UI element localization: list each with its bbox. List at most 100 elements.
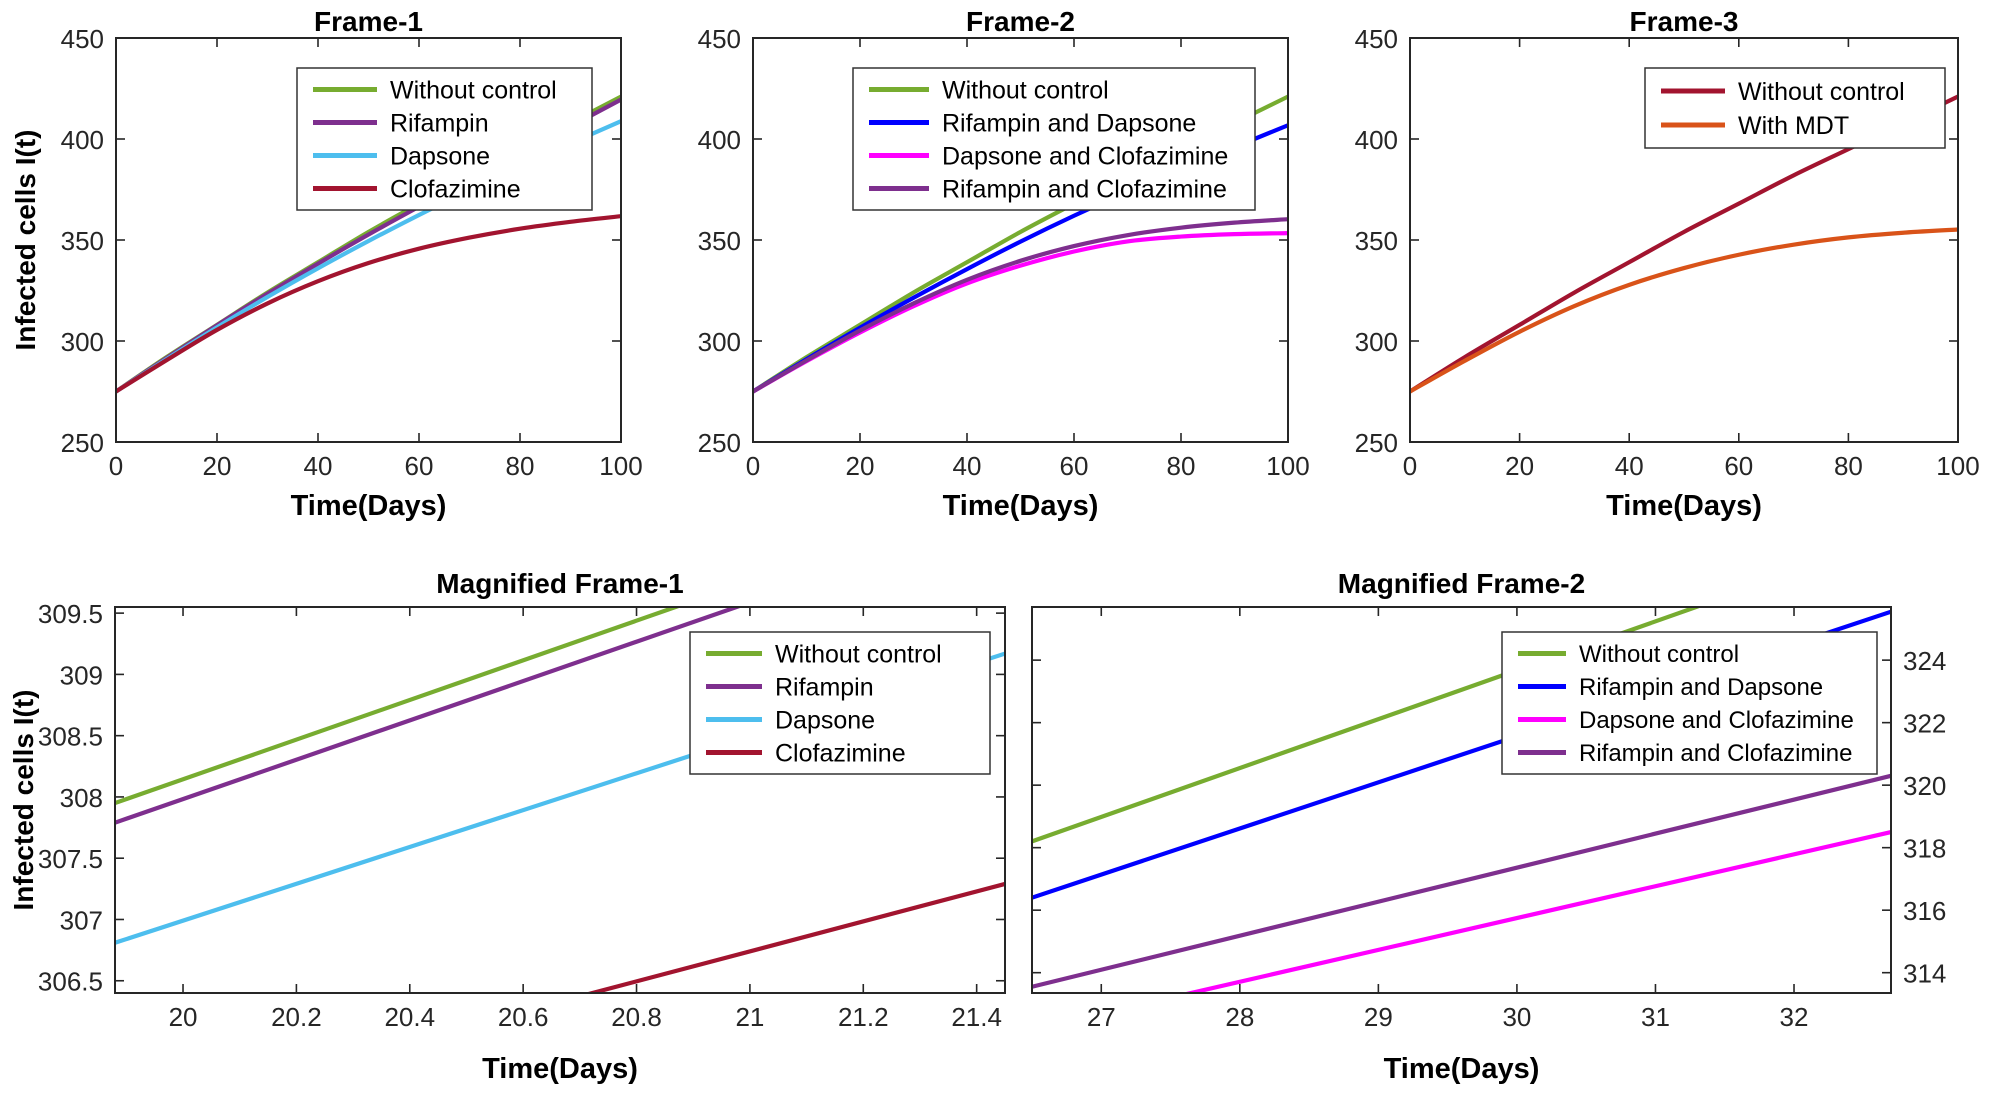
legend: Without control Rifampin Dapsone Clofazimin… — [689, 631, 991, 775]
axis-ticks — [1032, 607, 1891, 993]
x-tick-label: 20 — [846, 451, 875, 481]
x-tick-label: 80 — [1834, 451, 1863, 481]
y-tick-label: 350 — [61, 226, 104, 256]
x-tick-label: 31 — [1641, 1002, 1670, 1032]
y-tick-label: 307.5 — [38, 844, 103, 874]
series-line-clofazimine — [584, 881, 1005, 993]
y-tick-label: 400 — [61, 125, 104, 155]
y-tick-label: 322 — [1903, 709, 1946, 739]
frame-1-xaxis-label: Time(Days) — [290, 490, 447, 522]
legend: Without control Rifampin Dapsone Clofazimin… — [296, 67, 593, 211]
y-tick-label: 300 — [1355, 327, 1398, 357]
axes-box — [1031, 606, 1892, 994]
x-tick-label: 21 — [735, 1002, 764, 1032]
y-tick-label: 309.5 — [38, 599, 103, 629]
legend-label-rifampin: Rifampin — [390, 110, 489, 138]
legend-label-dapsone: Dapsone — [390, 143, 490, 171]
x-tick-label: 20 — [1505, 451, 1534, 481]
series-line-dapsone-and-clofazimine — [753, 231, 1288, 394]
series-lines — [1032, 607, 1891, 993]
frame-1-plot: 0 20 40 60 80 100 250 300 350 400 450 Without contr… — [61, 24, 643, 481]
tick-labels: 20 20.2 20.4 20.6 20.8 21 21.2 21.4 306.5 307 307.… — [38, 599, 1002, 1032]
frame-2-xaxis-label: Time(Days) — [942, 490, 1099, 522]
x-tick-label: 32 — [1780, 1002, 1809, 1032]
x-tick-label: 20 — [203, 451, 232, 481]
frame-1-title: Frame-1 — [314, 6, 423, 37]
x-tick-label: 20 — [169, 1002, 198, 1032]
frame-3-xaxis-label: Time(Days) — [1606, 490, 1762, 522]
y-tick-label: 309 — [60, 660, 103, 690]
tick-labels: 27 28 29 30 31 32 314 316 318 320 322 324 — [1087, 646, 1947, 1032]
legend-label-with-mdt: With MDT — [1738, 112, 1849, 140]
legend: Without control Rifampin and Dapsone Dapso… — [1501, 631, 1878, 775]
legend-label-without-control: Without control — [1738, 78, 1905, 106]
y-tick-label: 250 — [1355, 428, 1398, 458]
y-tick-label: 307 — [60, 905, 103, 935]
legend-label-dapsone: Dapsone — [775, 707, 875, 735]
magnified-frame-1-xaxis-label: Time(Days) — [482, 1053, 638, 1085]
x-tick-label: 0 — [1403, 451, 1417, 481]
legend-label-rifampin-and-clofazimine: Rifampin and Clofazimine — [1579, 740, 1852, 767]
legend-label-without-control: Without control — [775, 641, 942, 669]
x-tick-label: 80 — [1167, 451, 1196, 481]
frame-2-title: Frame-2 — [966, 6, 1075, 37]
y-tick-label: 400 — [1355, 125, 1398, 155]
magnified-frame-2-plot: 27 28 29 30 31 32 314 316 318 320 322 324 Without co… — [1031, 606, 1947, 1032]
tick-labels: 0 20 40 60 80 100 250 300 350 400 450 — [61, 24, 643, 481]
legend-label-without-control: Without control — [1579, 641, 1739, 668]
y-tick-label: 350 — [698, 226, 741, 256]
legend: Without control With MDT — [1644, 67, 1946, 149]
x-tick-label: 40 — [304, 451, 333, 481]
tick-labels: 0 20 40 60 80 100 250 300 350 400 450 — [1355, 24, 1980, 481]
series-line-with-mdt — [1410, 227, 1958, 394]
frame-3-title: Frame-3 — [1629, 6, 1739, 37]
axes-box — [114, 606, 1006, 994]
magnified-frame-1-plot: 20 20.2 20.4 20.6 20.8 21 21.2 21.4 306.5 307 307.… — [38, 599, 1006, 1032]
x-tick-label: 40 — [1615, 451, 1644, 481]
x-tick-label: 0 — [746, 451, 760, 481]
y-tick-label: 314 — [1903, 959, 1946, 989]
frame-2-plot: 0 20 40 60 80 100 250 300 350 400 450 Without contr… — [698, 24, 1310, 481]
legend-label-rifampin-and-dapsone: Rifampin and Dapsone — [1579, 674, 1823, 701]
legend-label-rifampin-and-dapsone: Rifampin and Dapsone — [942, 110, 1196, 138]
y-tick-label: 324 — [1903, 646, 1946, 676]
y-tick-label: 450 — [698, 24, 741, 54]
y-tick-label: 250 — [698, 428, 741, 458]
magnified-frame-2-title: Magnified Frame-2 — [1337, 568, 1586, 599]
series-line-rifampin-and-clofazimine — [1032, 773, 1891, 989]
x-tick-label: 30 — [1502, 1002, 1531, 1032]
axis-ticks — [115, 37, 622, 443]
x-tick-label: 21.2 — [838, 1002, 889, 1032]
y-tick-label: 400 — [698, 125, 741, 155]
series-line-without-control — [115, 607, 682, 806]
magnified-frame-1-title: Magnified Frame-1 — [436, 568, 684, 599]
y-tick-label: 316 — [1903, 896, 1946, 926]
y-tick-label: 250 — [61, 428, 104, 458]
x-tick-label: 100 — [599, 451, 642, 481]
x-tick-label: 0 — [109, 451, 123, 481]
x-tick-label: 29 — [1364, 1002, 1393, 1032]
series-line-rifampin — [115, 607, 743, 825]
x-tick-label: 21.4 — [951, 1002, 1002, 1032]
legend-label-without-control: Without control — [390, 77, 557, 105]
y-tick-label: 300 — [61, 327, 104, 357]
legend-label-without-control: Without control — [942, 77, 1109, 105]
y-tick-label: 450 — [1355, 24, 1398, 54]
legend-label-dapsone-and-clofazimine: Dapsone and Clofazimine — [1579, 707, 1854, 734]
legend-box — [1644, 67, 1946, 149]
x-tick-label: 20.4 — [384, 1002, 435, 1032]
x-tick-label: 60 — [1060, 451, 1089, 481]
x-tick-label: 60 — [405, 451, 434, 481]
legend-label-clofazimine: Clofazimine — [775, 740, 906, 768]
series-line-dapsone-and-clofazimine — [1181, 829, 1891, 993]
x-tick-label: 20.6 — [498, 1002, 549, 1032]
magnified-frame-1-yaxis-label: Infected cells I(t) — [8, 689, 39, 911]
x-tick-label: 100 — [1936, 451, 1979, 481]
tick-labels: 0 20 40 60 80 100 250 300 350 400 450 — [698, 24, 1310, 481]
y-tick-label: 320 — [1903, 771, 1946, 801]
y-tick-label: 300 — [698, 327, 741, 357]
y-tick-label: 350 — [1355, 226, 1398, 256]
x-tick-label: 60 — [1724, 451, 1753, 481]
axis-ticks — [1409, 37, 1959, 443]
series-line-rifampin-and-clofazimine — [753, 217, 1288, 394]
